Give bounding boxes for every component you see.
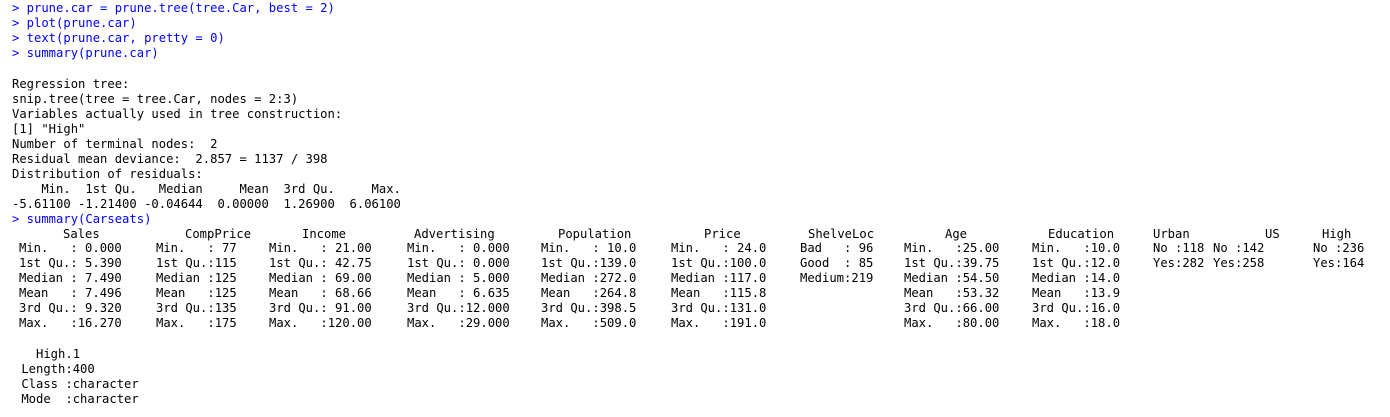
console-output-line: [1] "High" [12, 122, 86, 136]
summary-cell: Good : 85 [800, 256, 874, 270]
console-command-line: > plot(prune.car) [12, 16, 137, 30]
summary-cell: Median : 7.490 [19, 271, 122, 285]
summary-cell: Median :14.0 [1032, 271, 1121, 285]
summary-cell: Min. : 24.0 [671, 241, 767, 255]
summary-cell: Min. : 0.000 [19, 241, 122, 255]
console-command-line: > text(prune.car, pretty = 0) [12, 31, 225, 45]
console-output-line: Length:400 [14, 362, 95, 376]
console-output-line: Number of terminal nodes: 2 [12, 137, 218, 151]
summary-cell: Max. :509.0 [541, 316, 637, 330]
summary-cell: 3rd Qu.:66.00 [904, 301, 1000, 315]
summary-cell: Median : 69.00 [269, 271, 372, 285]
summary-cell: Median :117.0 [671, 271, 767, 285]
summary-cell: 1st Qu.:115 [156, 256, 237, 270]
column-header-high: High [1322, 227, 1352, 241]
summary-cell: 1st Qu.:139.0 [541, 256, 637, 270]
summary-cell: No :236 [1313, 241, 1365, 255]
console-output-line: -5.61100 -1.21400 -0.04644 0.00000 1.269… [12, 197, 401, 211]
column-header-price: Price [704, 227, 741, 241]
column-header-shelveloc: ShelveLoc [808, 227, 875, 241]
console-output-line: Mode :character [14, 392, 139, 406]
summary-cell: Max. :29.000 [407, 316, 510, 330]
summary-cell: Max. :191.0 [671, 316, 767, 330]
summary-cell: Mean : 7.496 [19, 286, 122, 300]
console-command-line: > summary(prune.car) [12, 46, 159, 60]
summary-cell: Median :54.50 [904, 271, 1000, 285]
console-output-line: Distribution of residuals: [12, 167, 203, 181]
summary-cell: Yes:282 [1153, 256, 1205, 270]
summary-cell: Min. :25.00 [904, 241, 1000, 255]
summary-cell: Mean :53.32 [904, 286, 1000, 300]
summary-cell: Mean :13.9 [1032, 286, 1121, 300]
summary-cell: 3rd Qu.:135 [156, 301, 237, 315]
summary-cell: 1st Qu.: 0.000 [407, 256, 510, 270]
summary-cell: 3rd Qu.: 91.00 [269, 301, 372, 315]
summary-cell: Min. : 77 [156, 241, 237, 255]
summary-cell: 3rd Qu.:16.0 [1032, 301, 1121, 315]
summary-cell: Mean :264.8 [541, 286, 637, 300]
summary-cell: 3rd Qu.:398.5 [541, 301, 637, 315]
console-command-line: > prune.car = prune.tree(tree.Car, best … [12, 1, 335, 15]
column-header-population: Population [558, 227, 632, 241]
summary-cell: Medium:219 [800, 271, 874, 285]
summary-cell: Yes:164 [1313, 256, 1365, 270]
console-output-line: snip.tree(tree = tree.Car, nodes = 2:3) [12, 92, 299, 106]
summary-cell: 3rd Qu.:12.000 [407, 301, 510, 315]
summary-cell: Max. :16.270 [19, 316, 122, 330]
summary-cell: 1st Qu.: 5.390 [19, 256, 122, 270]
column-header-income: Income [302, 227, 347, 241]
summary-cell: Yes:258 [1213, 256, 1265, 270]
console-output-line: High.1 [14, 347, 81, 361]
column-header-urban: Urban [1153, 227, 1190, 241]
summary-cell: No :142 [1213, 241, 1265, 255]
column-header-sales: Sales [63, 227, 100, 241]
column-header-compprice: CompPrice [185, 227, 252, 241]
summary-cell: Bad : 96 [800, 241, 874, 255]
console-command-line: > summary(Carseats) [12, 212, 152, 226]
console-output-line: Variables actually used in tree construc… [12, 107, 343, 121]
console-output-line: Min. 1st Qu. Median Mean 3rd Qu. Max. [12, 182, 401, 196]
summary-cell: Max. :120.00 [269, 316, 372, 330]
column-header-education: Education [1048, 227, 1115, 241]
summary-cell: Min. :10.0 [1032, 241, 1121, 255]
summary-cell: Median :125 [156, 271, 237, 285]
column-header-advertising: Advertising [414, 227, 495, 241]
column-header-age: Age [945, 227, 968, 241]
summary-cell: Max. :175 [156, 316, 237, 330]
console-output-line: Regression tree: [12, 77, 130, 91]
summary-cell: No :118 [1153, 241, 1205, 255]
summary-cell: 1st Qu.:100.0 [671, 256, 767, 270]
summary-cell: Median :272.0 [541, 271, 637, 285]
column-header-us: US [1265, 227, 1280, 241]
summary-cell: 3rd Qu.:131.0 [671, 301, 767, 315]
summary-cell: 1st Qu.:12.0 [1032, 256, 1121, 270]
summary-cell: Mean : 68.66 [269, 286, 372, 300]
summary-cell: Min. : 10.0 [541, 241, 637, 255]
summary-cell: Mean : 6.635 [407, 286, 510, 300]
summary-cell: Median : 5.000 [407, 271, 510, 285]
summary-cell: Mean :125 [156, 286, 237, 300]
summary-cell: Min. : 21.00 [269, 241, 372, 255]
summary-cell: Max. :18.0 [1032, 316, 1121, 330]
console-output-line: Residual mean deviance: 2.857 = 1137 / 3… [12, 152, 328, 166]
summary-cell: 1st Qu.: 42.75 [269, 256, 372, 270]
summary-cell: Min. : 0.000 [407, 241, 510, 255]
summary-cell: 1st Qu.:39.75 [904, 256, 1000, 270]
summary-cell: Mean :115.8 [671, 286, 767, 300]
summary-cell: 3rd Qu.: 9.320 [19, 301, 122, 315]
console-output-line: Class :character [14, 377, 139, 391]
summary-cell: Max. :80.00 [904, 316, 1000, 330]
